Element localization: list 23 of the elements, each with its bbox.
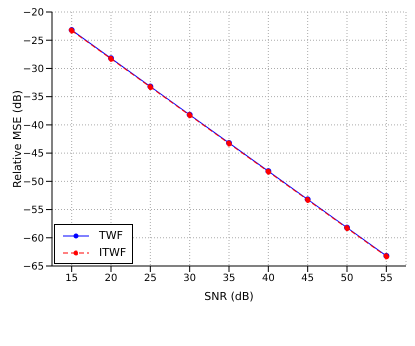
y-tick-label: −45 [22,148,44,160]
x-tick-label: 35 [222,273,236,284]
legend-label: ITWF [99,246,126,259]
y-tick-label: −20 [22,8,44,19]
y-axis-title: Relative MSE (dB) [11,90,24,188]
legend-label: TWF [99,229,123,242]
y-tick-label: −35 [22,92,44,104]
x-tick-label: 45 [301,273,314,284]
y-tick-label: −25 [22,36,44,47]
x-tick-label: 30 [183,273,196,284]
y-tick-label: −60 [22,233,44,244]
x-tick-label: 25 [144,273,157,284]
x-tick-label: 40 [262,273,275,284]
y-tick-label: −50 [22,176,44,188]
y-tick-label: −65 [22,262,44,273]
x-tick-label: 15 [65,273,78,284]
x-tick-label: 20 [104,273,118,284]
y-tick-label: −40 [22,120,44,132]
y-tick-label: −55 [22,205,44,216]
x-tick-label: 55 [380,273,393,284]
y-tick-label: −30 [22,64,44,75]
x-axis-title: SNR (dB) [204,290,254,303]
x-tick-label: 50 [340,273,354,284]
